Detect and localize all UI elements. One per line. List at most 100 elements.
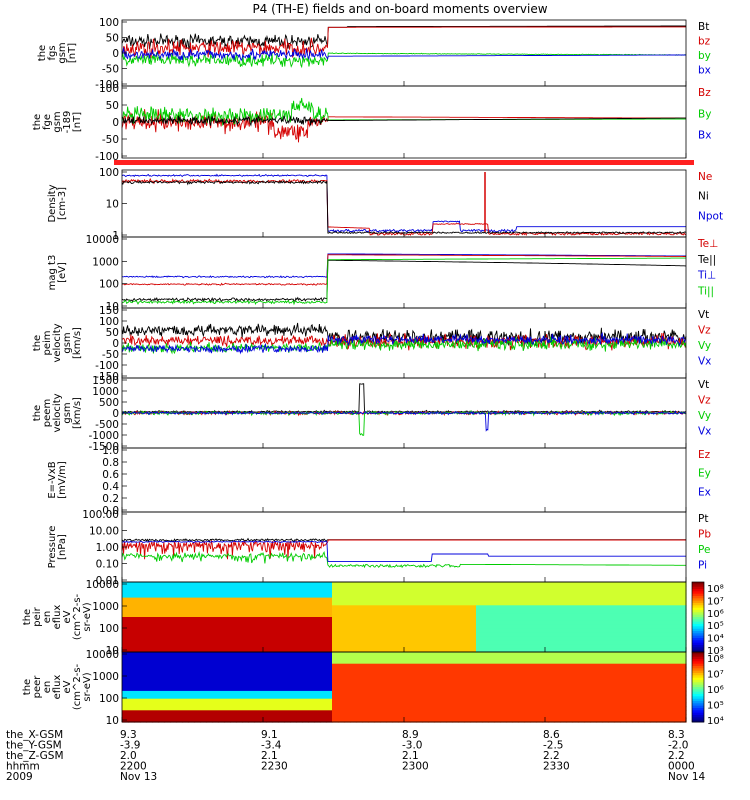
footer-value: Nov 13 [120, 771, 157, 783]
legend-density: Ne [698, 171, 712, 183]
footer-value: -2.5 [543, 740, 564, 752]
ytick-label: 100 [99, 316, 119, 328]
series-peim-vt [121, 322, 687, 347]
ylabel-peer: en [42, 681, 53, 694]
colorbar-label: 10⁴ [707, 634, 724, 645]
ylabel-peem: velocity [52, 393, 63, 432]
footer-value: 2200 [120, 761, 147, 773]
ytick-label: 10000 [86, 579, 119, 591]
ytick-label: 10.00 [89, 526, 119, 538]
series-by [121, 52, 687, 69]
footer-value: 2.1 [261, 750, 278, 762]
legend-density: Npot [698, 210, 723, 222]
ylabel-temp: [eV] [57, 262, 68, 283]
ytick-label: 1000 [92, 256, 119, 268]
legend-peem: Vy [698, 410, 711, 422]
ytick-label: 0.2 [102, 493, 119, 505]
ylabel-peer: sr-eV) [82, 672, 93, 701]
panel-frame-temp [121, 236, 687, 309]
footer-value: 8.3 [668, 729, 685, 741]
series-ti-par [121, 257, 686, 306]
ylabel-peim: peim [42, 330, 53, 355]
series-peem-vx [121, 410, 687, 432]
legend-efield: Ez [698, 449, 711, 461]
ytick-label: 100 [99, 279, 119, 291]
series-pi [121, 540, 686, 562]
footer-value: Nov 14 [668, 771, 706, 783]
ytick-label: 0.8 [102, 457, 119, 469]
ylabel-peer: eflux [52, 675, 63, 700]
footer-value: -3.0 [402, 740, 423, 752]
footer-value: 9.3 [120, 729, 137, 741]
ytick-label: 10000 [86, 649, 119, 661]
footer-value: 2.1 [402, 750, 419, 762]
ylabel-peem: peem [42, 399, 53, 427]
ytick-label: 0.01 [96, 575, 119, 587]
ylabel-peir: the [22, 609, 33, 625]
ytick-label: 50 [106, 327, 119, 339]
colorbar-label: 10³ [707, 646, 724, 657]
footer-value: 8.6 [543, 729, 560, 741]
plot-title: P4 (TH-E) fields and on-board moments ov… [252, 2, 547, 16]
legend-fgs: Bt [698, 21, 709, 33]
ylabel-fge: fge [42, 114, 53, 130]
colorbar-label: 10⁸ [707, 654, 724, 665]
ytick-label: 10 [106, 645, 119, 657]
ytick-label: 1.0 [102, 445, 119, 457]
footer-value: 2300 [402, 761, 429, 773]
ylabel-peim: gsm [62, 332, 73, 353]
ylabel-fge: the [32, 114, 43, 130]
ytick-label: 1000 [92, 601, 119, 613]
ytick-label: 0 [112, 48, 119, 60]
footer-value: -3.4 [261, 740, 282, 752]
legend-peem: Vt [698, 379, 709, 391]
ytick-label: -50 [102, 64, 119, 76]
legend-peim: Vz [698, 325, 711, 337]
series-peem-vt [121, 383, 687, 414]
ylabel-fge: [nT] [72, 112, 83, 132]
ylabel-fgs: gsm [57, 42, 68, 63]
quality-flag-bar [114, 160, 694, 165]
ylabel-peir: eflux [52, 605, 63, 630]
legend-peem: Vx [698, 426, 711, 438]
colorbar-peer [692, 652, 704, 723]
ytick-label: 1500 [92, 375, 119, 387]
ytick-label: 0.10 [96, 559, 119, 571]
colorbar-label: 10⁸ [707, 584, 724, 595]
ylabel-fgs: [nT] [67, 43, 78, 63]
series-te-perp [121, 254, 686, 286]
legend-fge: Bz [698, 87, 711, 99]
panel-frame-efield [121, 447, 687, 513]
legend-fge: Bx [698, 130, 711, 142]
ylabel-fgs: fgs [47, 45, 58, 60]
ylabel-pressure: Pressure [47, 526, 58, 569]
footer-row-label: the_Z-GSM [6, 750, 64, 762]
series-peem-vy [121, 409, 687, 437]
legend-fgs: bx [698, 65, 711, 77]
ytick-label: 100.00 [82, 509, 119, 521]
colorbar-label: 10⁷ [707, 596, 724, 607]
ytick-label: 0.4 [102, 481, 119, 493]
ylabel-fge: -189 [62, 111, 73, 134]
legend-fge: By [698, 108, 711, 120]
footer-value: 2.2 [668, 750, 685, 762]
ylabel-peir: eV [62, 610, 73, 623]
colorbar-label: 10⁶ [707, 609, 724, 620]
ylabel-density: Density [47, 184, 58, 222]
series-ti-perp [121, 253, 686, 279]
footer-value: 8.9 [402, 729, 419, 741]
panel-frame-fgs [121, 19, 687, 87]
ytick-label: 0 [112, 408, 119, 420]
ylabel-peer: eV [62, 680, 73, 693]
ytick-label: -500 [95, 419, 119, 431]
ytick-label: 10000 [86, 234, 119, 246]
ytick-label: -100 [95, 79, 119, 91]
footer-value: 2230 [261, 761, 288, 773]
legend-peim: Vt [698, 309, 709, 321]
ytick-label: 0 [112, 338, 119, 350]
ylabel-peir: peir [32, 606, 43, 626]
ytick-label: 0.6 [102, 469, 119, 481]
footer-row-label: hhmm [6, 761, 40, 773]
ytick-label: 1.00 [96, 542, 119, 554]
